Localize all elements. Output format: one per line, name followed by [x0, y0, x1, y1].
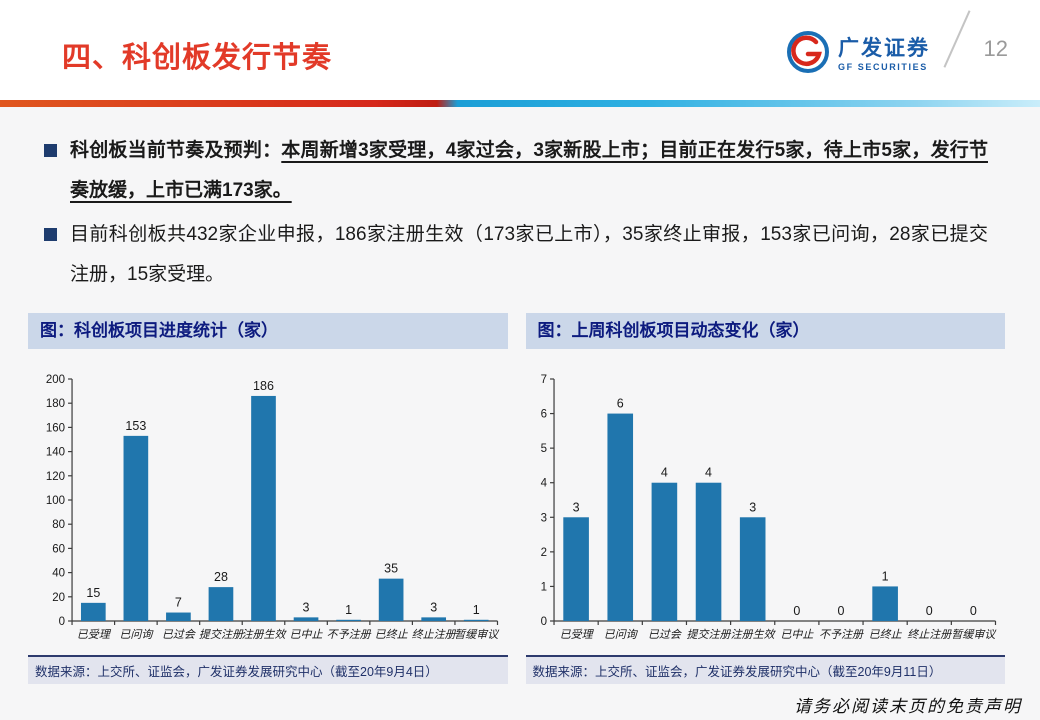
- svg-text:暂缓审议: 暂缓审议: [454, 628, 500, 641]
- header: 四、科创板发行节奏 广发证券 GF SECURITIES 12: [0, 0, 1040, 100]
- logo-text-cn: 广发证券: [838, 36, 930, 60]
- svg-text:0: 0: [969, 604, 976, 618]
- slash-divider: [943, 10, 971, 68]
- svg-text:160: 160: [46, 422, 65, 434]
- svg-text:终止注册: 终止注册: [412, 628, 457, 641]
- charts-row: 图：科创板项目进度统计（家） 0 20 40 60 80 100 120 140 160 180 2…: [0, 299, 1040, 684]
- svg-text:1: 1: [345, 603, 352, 617]
- chart-panel-progress: 图：科创板项目进度统计（家） 0 20 40 60 80 100 120 140 160 180 2…: [28, 313, 508, 684]
- bullet-list: 科创板当前节奏及预判：本周新增3家受理，4家过会，3家新股上市；目前正在发行5家…: [0, 107, 1040, 295]
- svg-text:4: 4: [660, 466, 667, 480]
- bullet-underlined-text: 本周新增3家受理，4家过会，3家新股上市；目前正在发行5家，待上市5家，发行节奏…: [70, 140, 988, 201]
- svg-text:已受理: 已受理: [559, 628, 594, 641]
- company-logo: 广发证券 GF SECURITIES: [786, 30, 930, 79]
- svg-text:已过会: 已过会: [647, 628, 681, 641]
- svg-text:不予注册: 不予注册: [818, 628, 863, 641]
- bullet-square-icon: [44, 144, 57, 157]
- svg-text:200: 200: [46, 374, 65, 386]
- svg-text:0: 0: [837, 604, 844, 618]
- svg-text:不予注册: 不予注册: [327, 628, 372, 641]
- logo-text-en: GF SECURITIES: [838, 61, 928, 72]
- svg-text:0: 0: [59, 616, 65, 628]
- svg-text:2: 2: [540, 547, 546, 559]
- bullet-text: 科创板当前节奏及预判：本周新增3家受理，4家过会，3家新股上市；目前正在发行5家…: [70, 131, 988, 211]
- svg-text:已受理: 已受理: [77, 628, 112, 641]
- svg-text:提交注册: 提交注册: [686, 628, 731, 641]
- svg-text:3: 3: [540, 512, 546, 524]
- svg-text:180: 180: [46, 398, 65, 410]
- svg-text:6: 6: [540, 409, 546, 421]
- bar-chart-progress: 0 20 40 60 80 100 120 140 160 180 200 15 已受理 153 已问询 7 已…: [46, 374, 500, 641]
- svg-text:暂缓审议: 暂缓审议: [951, 628, 997, 641]
- svg-text:40: 40: [52, 568, 65, 580]
- svg-text:4: 4: [540, 478, 547, 490]
- disclaimer-text: 请务必阅读末页的免责声明: [794, 697, 1022, 716]
- svg-text:4: 4: [705, 466, 712, 480]
- svg-text:3: 3: [572, 500, 579, 514]
- gf-logo-icon: [786, 30, 830, 79]
- svg-text:提交注册: 提交注册: [199, 628, 244, 641]
- svg-text:153: 153: [125, 419, 146, 433]
- svg-text:已终止: 已终止: [375, 628, 409, 641]
- svg-text:3: 3: [749, 500, 756, 514]
- header-divider: [0, 100, 1040, 107]
- svg-text:100: 100: [46, 495, 65, 507]
- chart-title: 图：上周科创板项目动态变化（家）: [525, 313, 1005, 349]
- slide-content: 科创板当前节奏及预判：本周新增3家受理，4家过会，3家新股上市；目前正在发行5家…: [0, 107, 1040, 720]
- page-title: 四、科创板发行节奏: [62, 42, 333, 74]
- svg-text:20: 20: [52, 592, 65, 604]
- svg-text:0: 0: [925, 604, 932, 618]
- svg-text:1: 1: [881, 569, 888, 583]
- svg-text:186: 186: [253, 379, 274, 393]
- svg-text:1: 1: [473, 603, 480, 617]
- svg-text:120: 120: [46, 471, 65, 483]
- svg-text:15: 15: [86, 586, 100, 600]
- svg-text:已中止: 已中止: [780, 628, 814, 641]
- chart-panel-weekly-change: 图：上周科创板项目动态变化（家） 0 1 2 3 4 5 6 7 3 已受理 6 已问询 4 已过会 4 提交…: [525, 313, 1006, 684]
- svg-text:已问询: 已问询: [603, 628, 638, 641]
- chart-canvas: 0 20 40 60 80 100 120 140 160 180 200 15 已受理 153 已问询 7 已…: [28, 357, 508, 649]
- bullet-square-icon: [44, 228, 57, 241]
- svg-text:60: 60: [52, 543, 65, 555]
- svg-text:已问询: 已问询: [119, 628, 154, 641]
- svg-text:6: 6: [616, 397, 623, 411]
- svg-text:已过会: 已过会: [162, 628, 196, 641]
- bullet-item-2: 目前科创板共432家企业申报，186家注册生效（173家已上市），35家终止审报…: [44, 215, 988, 295]
- svg-text:7: 7: [175, 596, 182, 610]
- page-number: 12: [983, 36, 1008, 61]
- svg-text:80: 80: [52, 519, 65, 531]
- svg-text:已终止: 已终止: [868, 628, 902, 641]
- bullet-text: 目前科创板共432家企业申报，186家注册生效（173家已上市），35家终止审报…: [70, 224, 988, 285]
- svg-text:1: 1: [540, 581, 546, 593]
- svg-text:0: 0: [540, 616, 546, 628]
- svg-text:注册生效: 注册生效: [730, 628, 776, 641]
- svg-text:3: 3: [303, 600, 310, 614]
- svg-text:终止注册: 终止注册: [907, 628, 952, 641]
- svg-text:35: 35: [384, 562, 398, 576]
- svg-text:已中止: 已中止: [290, 628, 324, 641]
- svg-text:7: 7: [540, 374, 546, 386]
- chart-title: 图：科创板项目进度统计（家）: [28, 313, 508, 349]
- svg-text:28: 28: [214, 570, 228, 584]
- bar-chart-weekly-change: 0 1 2 3 4 5 6 7 3 已受理 6 已问询 4 已过会 4 提交注册 3 注册生效 0 已中止 0 不予注册 1…: [540, 374, 997, 641]
- svg-text:注册生效: 注册生效: [241, 628, 287, 641]
- data-source-note: 数据来源：上交所、证监会，广发证券发展研究中心（截至20年9月11日）: [525, 655, 1005, 684]
- svg-text:140: 140: [46, 447, 65, 459]
- bullet-lead: 科创板当前节奏及预判：: [70, 140, 282, 161]
- svg-text:5: 5: [540, 443, 546, 455]
- data-source-note: 数据来源：上交所、证监会，广发证券发展研究中心（截至20年9月4日）: [28, 655, 508, 684]
- svg-text:0: 0: [793, 604, 800, 618]
- logo-text: 广发证券 GF SECURITIES: [838, 38, 930, 72]
- bullet-item-1: 科创板当前节奏及预判：本周新增3家受理，4家过会，3家新股上市；目前正在发行5家…: [44, 131, 988, 211]
- chart-canvas: 0 1 2 3 4 5 6 7 3 已受理 6 已问询 4 已过会 4 提交注册 3 注册生效 0 已中止 0 不予注册 1…: [526, 357, 1006, 649]
- svg-text:3: 3: [430, 600, 437, 614]
